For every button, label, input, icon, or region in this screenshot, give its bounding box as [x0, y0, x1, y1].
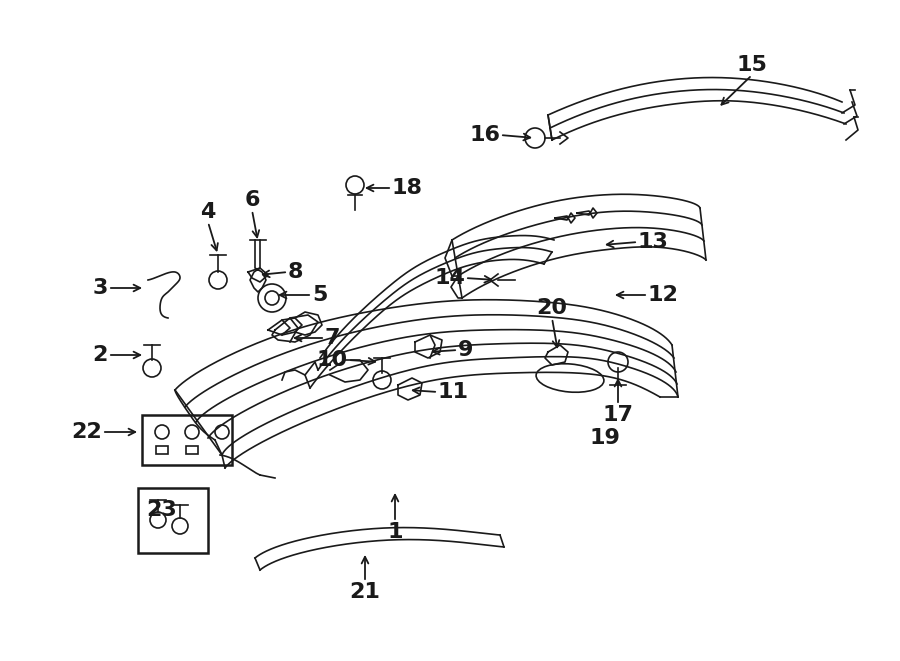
Text: 5: 5 [312, 285, 328, 305]
Text: 14: 14 [434, 268, 465, 288]
Text: 18: 18 [392, 178, 423, 198]
Text: 13: 13 [638, 232, 669, 252]
Bar [186, 446, 198, 454]
Text: 2: 2 [93, 345, 108, 365]
Text: 9: 9 [458, 340, 473, 360]
Text: 10: 10 [317, 350, 348, 370]
Text: 22: 22 [71, 422, 102, 442]
Text: 21: 21 [349, 582, 381, 602]
Text: 1: 1 [387, 522, 403, 542]
Text: 19: 19 [590, 428, 620, 448]
Text: 23: 23 [147, 500, 177, 520]
Text: 20: 20 [536, 298, 568, 318]
Text: 3: 3 [93, 278, 108, 298]
Bar [156, 446, 168, 454]
Text: 11: 11 [438, 382, 469, 402]
Text: 17: 17 [602, 405, 634, 425]
Text: 6: 6 [244, 190, 260, 210]
Text: 4: 4 [201, 202, 216, 222]
Text: 16: 16 [469, 125, 500, 145]
Text: 15: 15 [736, 55, 768, 75]
Text: 8: 8 [288, 262, 303, 282]
Text: 12: 12 [648, 285, 679, 305]
Text: 7: 7 [325, 328, 340, 348]
